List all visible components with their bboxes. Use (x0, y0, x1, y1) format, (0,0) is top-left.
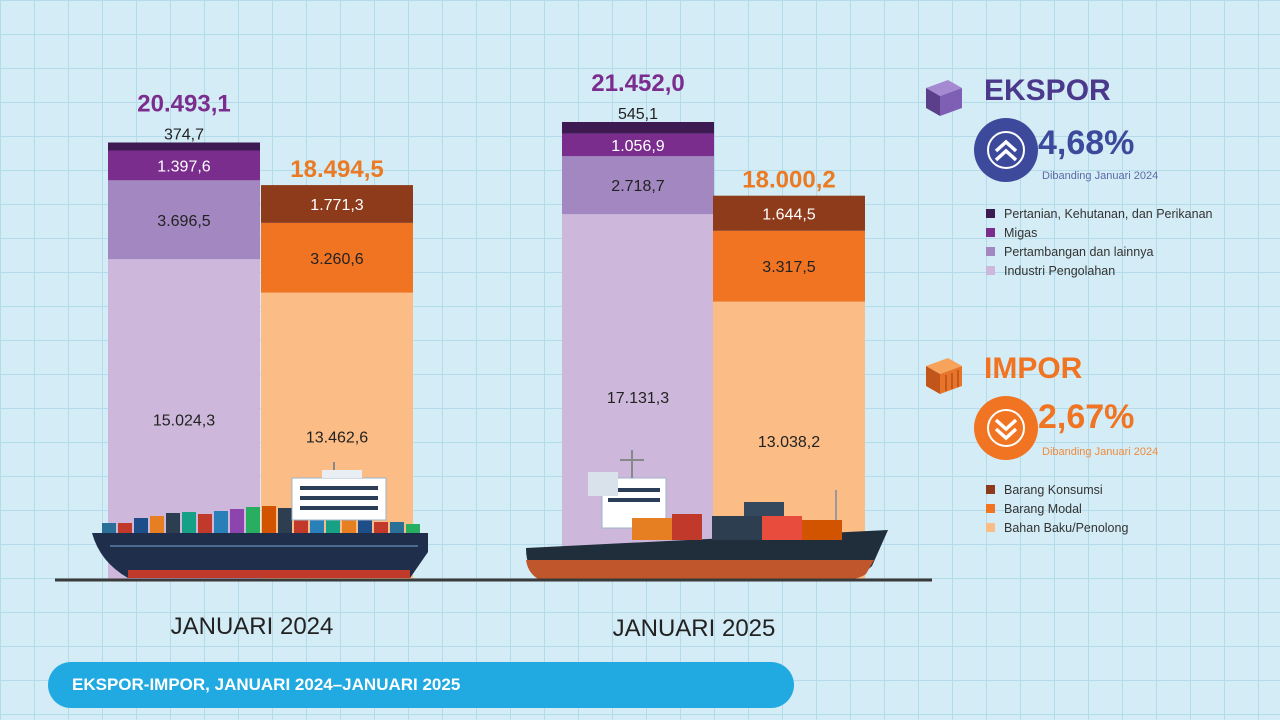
impor-bar-barang-modal-0 (261, 223, 413, 293)
ekspor-legend-swatch (986, 266, 995, 275)
ekspor-change-value: 4,68% (1038, 124, 1135, 162)
container-ship-illustration (92, 462, 428, 578)
ekspor-bar-migas-0 (108, 150, 260, 181)
impor-bar-barang-modal-1 (713, 230, 865, 302)
impor-total-label-0: 18.494,5 (290, 156, 383, 183)
ekspor-bar-pertambangan-dan-lainnya-1 (562, 156, 714, 215)
impor-bar-barang-konsumsi-1 (713, 195, 865, 231)
purple-container-icon (926, 80, 962, 116)
ekspor-value-label-pertanian-kehutanan-dan-perikanan-0: 374,7 (164, 127, 204, 144)
impor-legend-item: Barang Konsumsi (986, 480, 1128, 499)
ekspor-bar-migas-1 (562, 133, 714, 157)
ekspor-change-badge (974, 118, 1038, 182)
ekspor-legend-label: Industri Pengolahan (1004, 263, 1116, 278)
impor-value-label-barang-konsumsi-0: 1.771,3 (310, 197, 363, 214)
ekspor-total-label-0: 20.493,1 (137, 91, 230, 118)
double-chevron-up-icon (987, 131, 1025, 169)
ekspor-panel: EKSPOR 4,68% Dibanding Januari 2024 Pert… (920, 74, 1270, 284)
ekspor-value-label-migas-0: 1.397,6 (157, 158, 210, 175)
ekspor-legend-swatch (986, 247, 995, 256)
impor-legend-label: Bahan Baku/Penolong (1004, 520, 1129, 535)
footer-title-bar: EKSPOR-IMPOR, JANUARI 2024–JANUARI 2025 (48, 662, 794, 708)
ekspor-legend-item: Pertanian, Kehutanan, dan Perikanan (986, 204, 1213, 223)
ekspor-value-label-industri-pengolahan-0: 15.024,3 (153, 413, 215, 430)
cargo-ship-illustration (526, 450, 888, 580)
impor-legend-item: Barang Modal (986, 499, 1128, 518)
ekspor-legend-swatch (986, 228, 995, 237)
ekspor-compare-note: Dibanding Januari 2024 (1042, 170, 1159, 182)
ekspor-value-label-migas-1: 1.056,9 (611, 138, 664, 155)
impor-legend-swatch (986, 504, 995, 513)
ekspor-bar-pertanian-kehutanan-dan-perikanan-0 (108, 142, 260, 151)
impor-legend-swatch (986, 523, 995, 532)
ekspor-legend-item: Pertambangan dan lainnya (986, 242, 1213, 261)
impor-compare-note: Dibanding Januari 2024 (1042, 446, 1159, 458)
impor-value-label-bahan-baku-penolong-0: 13.462,6 (306, 429, 368, 446)
ekspor-legend-item: Migas (986, 223, 1213, 242)
orange-container-icon (926, 358, 962, 394)
period-label-2024: JANUARI 2024 (171, 613, 334, 640)
ekspor-legend-label: Pertambangan dan lainnya (1004, 244, 1154, 259)
ekspor-value-label-pertambangan-dan-lainnya-1: 2.718,7 (611, 178, 664, 195)
ekspor-legend-swatch (986, 209, 995, 218)
impor-total-label-1: 18.000,2 (742, 167, 835, 194)
ekspor-legend: Pertanian, Kehutanan, dan Perikanan Migas… (986, 204, 1213, 280)
impor-panel: IMPOR 2,67% Dibanding Januari 2024 Baran… (920, 352, 1270, 552)
double-chevron-down-icon (987, 409, 1025, 447)
period-label-2025: JANUARI 2025 (613, 615, 776, 642)
impor-value-label-barang-modal-0: 3.260,6 (310, 251, 363, 268)
impor-change-badge (974, 396, 1038, 460)
impor-legend-label: Barang Konsumsi (1004, 482, 1103, 497)
impor-value-label-barang-modal-1: 3.317,5 (762, 259, 815, 276)
ekspor-bar-pertambangan-dan-lainnya-0 (108, 180, 260, 260)
ekspor-value-label-pertambangan-dan-lainnya-0: 3.696,5 (157, 213, 210, 230)
impor-legend-label: Barang Modal (1004, 501, 1082, 516)
impor-bar-barang-konsumsi-0 (261, 185, 413, 223)
impor-value-label-bahan-baku-penolong-1: 13.038,2 (758, 434, 820, 451)
impor-title: IMPOR (984, 352, 1083, 385)
ekspor-value-label-industri-pengolahan-1: 17.131,3 (607, 390, 669, 407)
footer-title: EKSPOR-IMPOR, JANUARI 2024–JANUARI 2025 (72, 675, 461, 694)
ekspor-legend-item: Industri Pengolahan (986, 261, 1213, 280)
ekspor-title: EKSPOR (984, 74, 1111, 107)
ekspor-legend-label: Migas (1004, 225, 1038, 240)
ekspor-bar-pertanian-kehutanan-dan-perikanan-1 (562, 122, 714, 134)
impor-legend-item: Bahan Baku/Penolong (986, 518, 1128, 537)
impor-legend-swatch (986, 485, 995, 494)
impor-change-value: 2,67% (1038, 398, 1135, 436)
ekspor-legend-label: Pertanian, Kehutanan, dan Perikanan (1004, 206, 1213, 221)
impor-legend: Barang Konsumsi Barang Modal Bahan Baku/Pe… (986, 480, 1128, 537)
ekspor-value-label-pertanian-kehutanan-dan-perikanan-1: 545,1 (618, 106, 658, 123)
impor-value-label-barang-konsumsi-1: 1.644,5 (762, 206, 815, 223)
ekspor-total-label-1: 21.452,0 (591, 70, 684, 97)
